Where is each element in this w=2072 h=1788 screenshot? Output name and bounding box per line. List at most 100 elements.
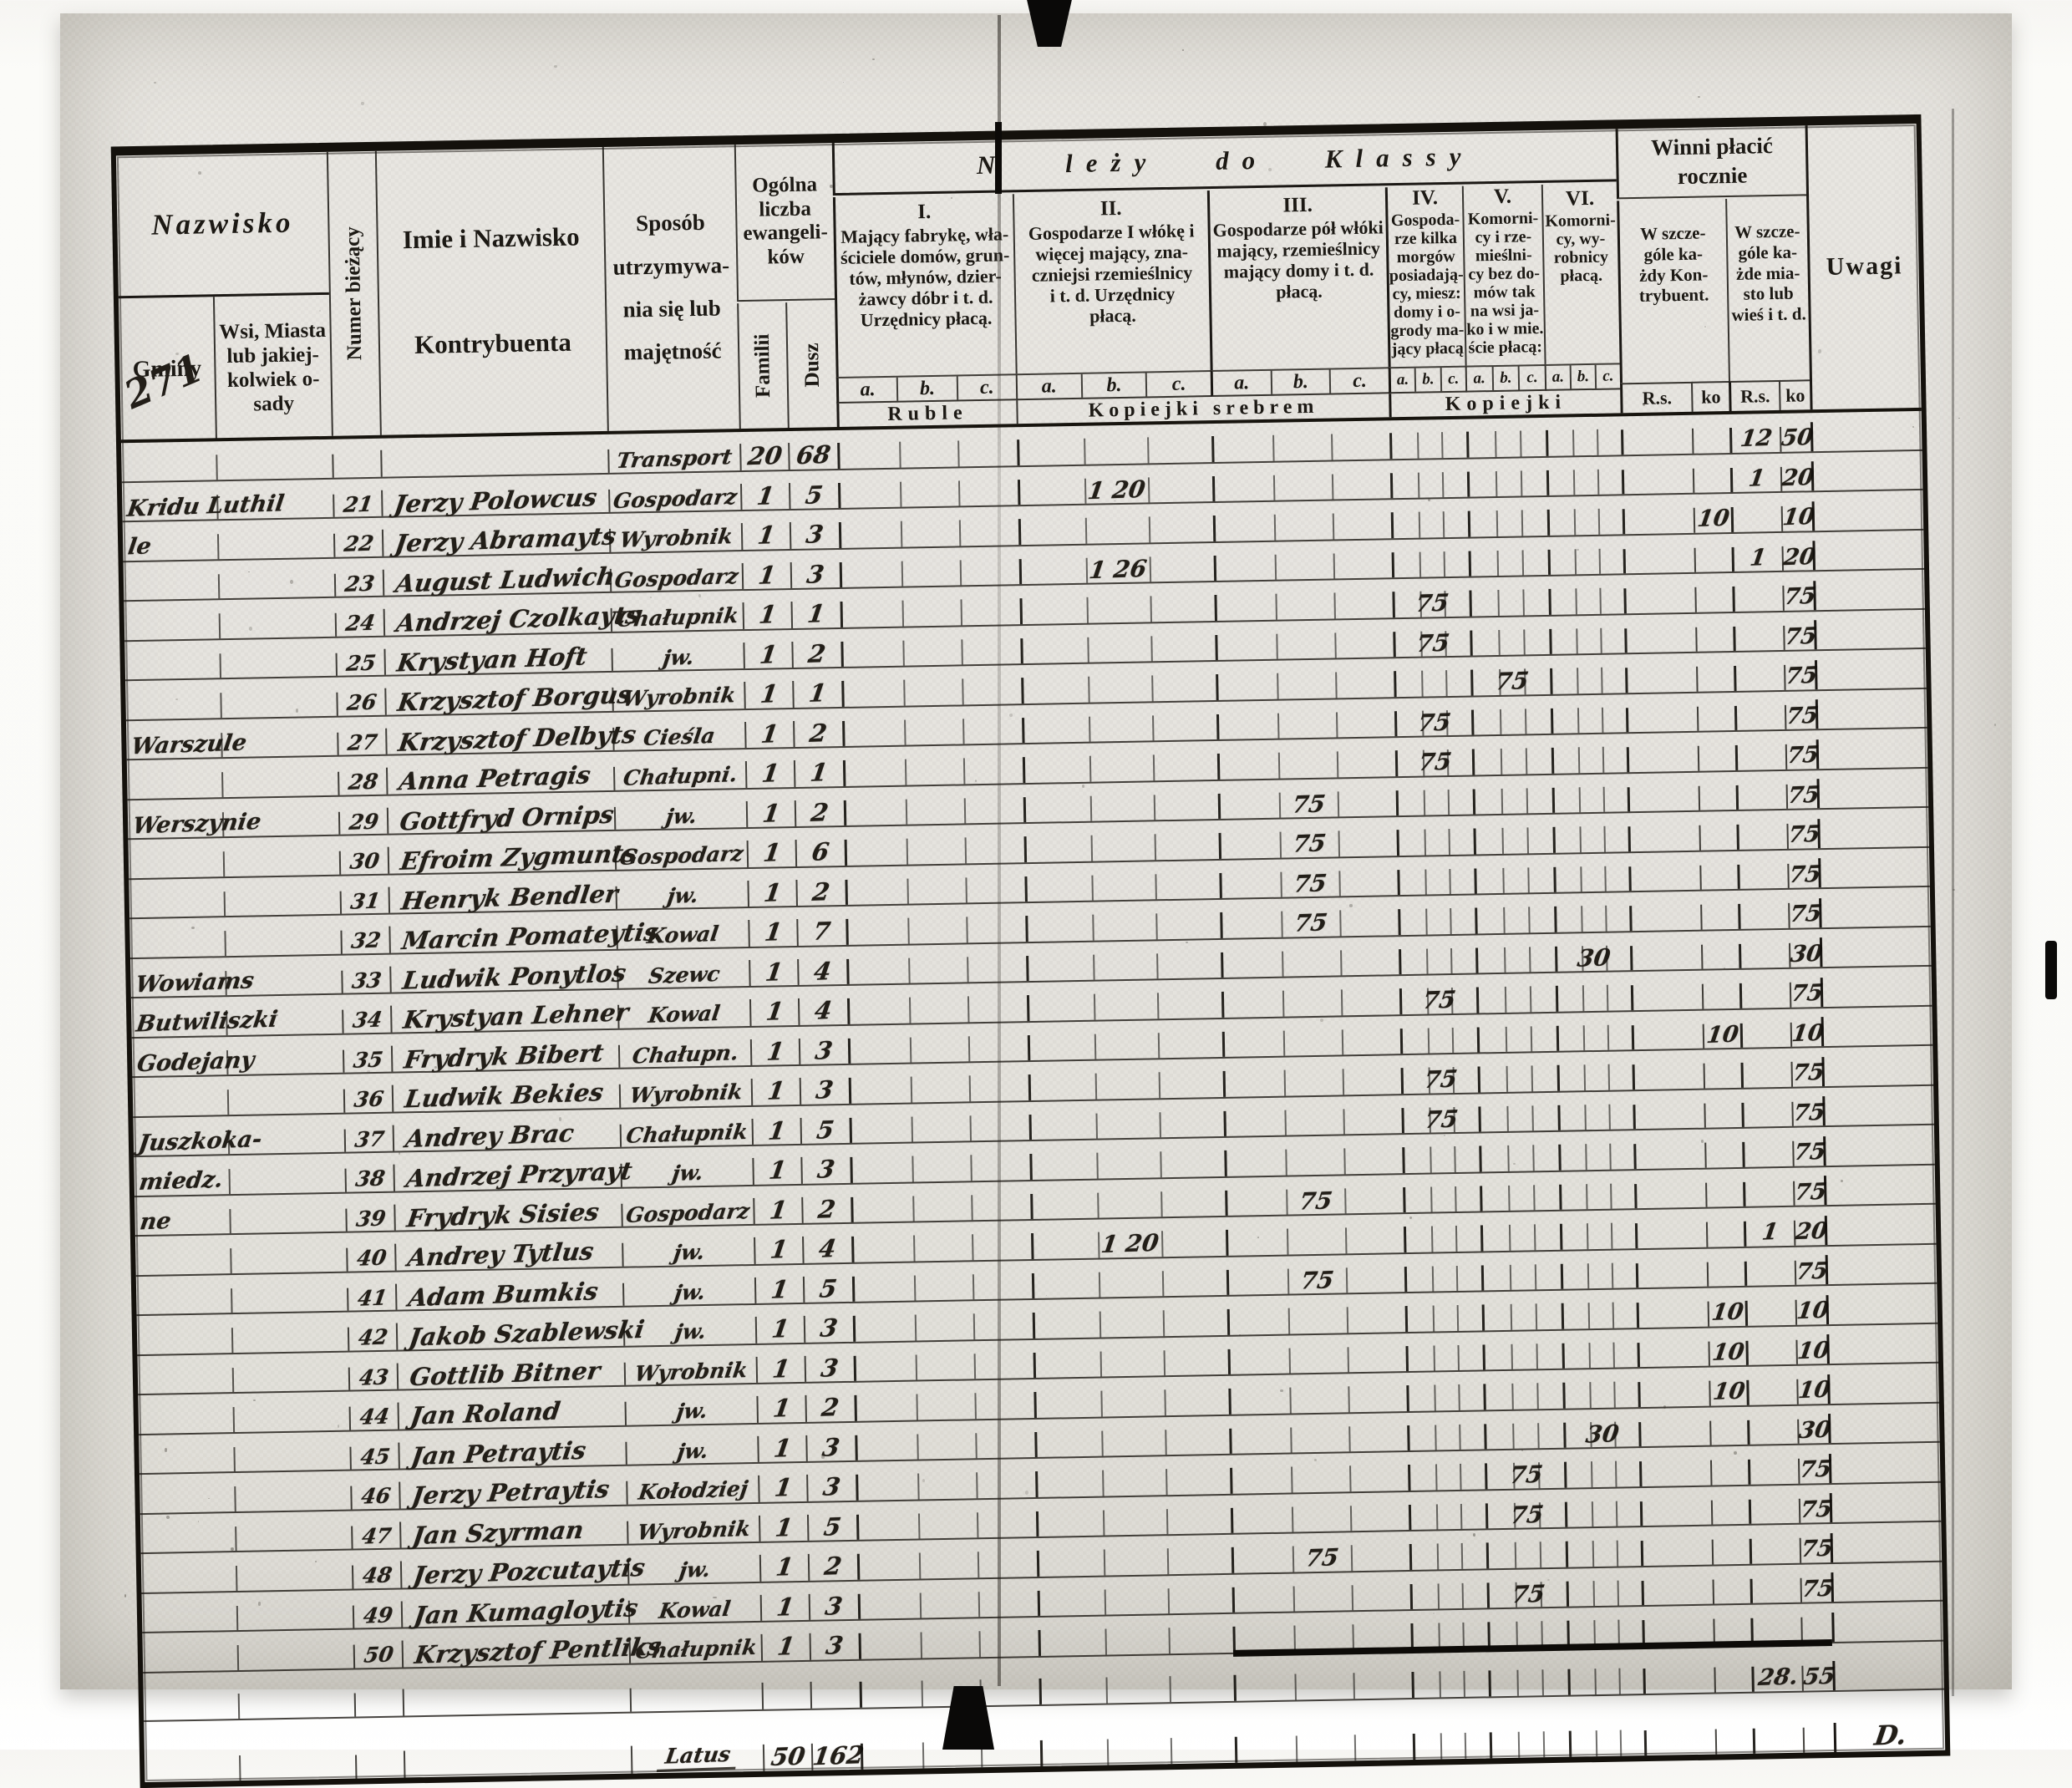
cell-k2: [1027, 1031, 1223, 1061]
ledger-table: Nazwisko Gminy Wsi, Miasta lub jakiej- k…: [110, 114, 1951, 1788]
cell-k6: [1556, 1024, 1633, 1051]
cell-occ: Gospodarz: [609, 564, 743, 592]
cell-k3: 75: [1219, 869, 1398, 898]
cell-ko1: [1701, 983, 1740, 1009]
cell-dusz: 3: [800, 1155, 851, 1184]
cell-name: Andrey Tytlus: [394, 1237, 622, 1272]
cell-gmina: [143, 1643, 353, 1672]
cell-gmina: miedz.: [135, 1167, 345, 1196]
cell-name: Efroim Zygmunts: [387, 839, 639, 876]
cell-occ: Latus: [630, 1742, 764, 1774]
cell-k1: [857, 1590, 1039, 1619]
cell-k6: [1547, 547, 1624, 575]
cell-dusz: 5: [788, 480, 839, 509]
cell-ko2: 30: [1797, 1416, 1833, 1444]
cell-dusz: 3: [789, 520, 840, 549]
cell-dusz: 2: [795, 877, 846, 906]
cell-name: Ludwik Bekies: [391, 1078, 620, 1114]
cell-k4: [1411, 1670, 1489, 1698]
header-class-6: VI. Komorni- cy, wy- robnicy płacą.: [1541, 183, 1620, 364]
cell-k3: [1223, 1107, 1402, 1136]
header-abc-class4: a. b. c.: [1388, 365, 1466, 394]
cell-rs2: [1739, 1022, 1791, 1048]
cell-nr: 42: [347, 1325, 397, 1351]
cell-k5: [1482, 1343, 1562, 1370]
cell-uw: [1828, 1451, 1941, 1483]
cell-k6: [1557, 1103, 1633, 1130]
cell-k4: [1397, 868, 1475, 896]
cell-name: Andrzej Przyrayt: [393, 1156, 634, 1193]
cell-ko1: [1691, 428, 1730, 454]
cell-k6: [1563, 1460, 1640, 1488]
cell-name: [380, 445, 608, 477]
cell-k5: [1475, 946, 1556, 973]
cell-k1: [855, 1431, 1035, 1460]
cell-fam: 1: [757, 1434, 806, 1462]
cell-ko2: 75: [1798, 1496, 1834, 1523]
cell-k6: [1561, 1302, 1638, 1329]
cell-k4: [1389, 431, 1467, 459]
cell-rs2: [1737, 863, 1788, 889]
cell-dusz: 2: [801, 1195, 851, 1223]
cell-k3: [1228, 1385, 1407, 1415]
cell-uw: [1815, 698, 1927, 729]
header-ogolna-liczba: Ogólna liczba ewangeli- ków: [734, 143, 835, 302]
cell-k1: [842, 717, 1023, 746]
cell-ko2: 55: [1801, 1663, 1837, 1691]
cell-rs1: [1639, 1500, 1712, 1526]
cell-rs2: 28.: [1751, 1664, 1802, 1692]
cell-k4: [1394, 669, 1471, 697]
cell-k1: [841, 678, 1022, 707]
cell-k4: [1403, 1225, 1481, 1252]
cell-uw: [1810, 419, 1922, 451]
cell-fam: 1: [758, 1473, 807, 1502]
cell-ko1: 10: [1702, 1021, 1741, 1049]
cell-k6: [1558, 1143, 1634, 1171]
cell-k2: [1035, 1467, 1231, 1497]
cell-nr: 46: [350, 1484, 399, 1510]
cell-ko1: [1706, 1261, 1745, 1287]
cell-gmina: [135, 1247, 346, 1275]
cell-uw: [1818, 856, 1930, 888]
cell-k4: [1396, 828, 1475, 856]
page-edge-mark: [2045, 941, 2057, 999]
cell-k1: [843, 796, 1024, 825]
cell-rs2: [1744, 1260, 1795, 1286]
cell-nr: 50: [353, 1643, 403, 1669]
cell-gmina: [137, 1326, 348, 1354]
cell-k3: [1230, 1465, 1409, 1494]
cell-k5: [1474, 866, 1554, 894]
cell-dusz: 4: [797, 957, 847, 985]
cell-rs2: [1738, 942, 1790, 968]
cell-fam: 1: [744, 679, 793, 709]
cell-k5: [1473, 826, 1554, 855]
cell-dusz: 7: [796, 917, 846, 946]
cell-rs2: [1741, 1101, 1792, 1127]
cell-rs1: [1631, 1024, 1704, 1050]
cell-nr: 34: [342, 1008, 391, 1034]
cell-k5: [1488, 1669, 1568, 1696]
cell-k3: 75: [1220, 908, 1399, 938]
cell-ko1: [1696, 705, 1735, 731]
cell-fam: 1: [760, 1632, 810, 1661]
cell-ko1: 10: [1708, 1338, 1746, 1366]
header-abc-class2: a. b. c.: [1015, 370, 1211, 401]
cell-k2: [1022, 754, 1218, 783]
cell-nr: 35: [342, 1047, 392, 1073]
cell-name: Jerzy Pozcutaytis: [399, 1553, 647, 1590]
header-pay-kontrybuent: W szcze- góle ka- żdy Kon- trybuent.: [1617, 199, 1729, 384]
cell-nr: 47: [351, 1523, 400, 1549]
cell-k6: [1559, 1222, 1636, 1250]
header-nazwisko-group: Nazwisko Gminy Wsi, Miasta lub jakiej- k…: [115, 151, 332, 443]
cell-uw: [1825, 1253, 1937, 1285]
cell-uw: [1828, 1412, 1940, 1444]
header-class-1: I. Mający fabrykę, wła- ściciele domów, …: [832, 194, 1016, 378]
cell-nr: 23: [333, 571, 383, 597]
header-rs-1: R.s.: [1620, 381, 1692, 414]
cell-occ: Wyrobnik: [627, 1516, 759, 1544]
cell-gmina: [140, 1485, 350, 1513]
cell-nr: [332, 454, 381, 478]
cell-occ: jw.: [622, 1319, 756, 1346]
cell-k1: [842, 757, 1023, 786]
cell-rs2: [1730, 506, 1782, 532]
